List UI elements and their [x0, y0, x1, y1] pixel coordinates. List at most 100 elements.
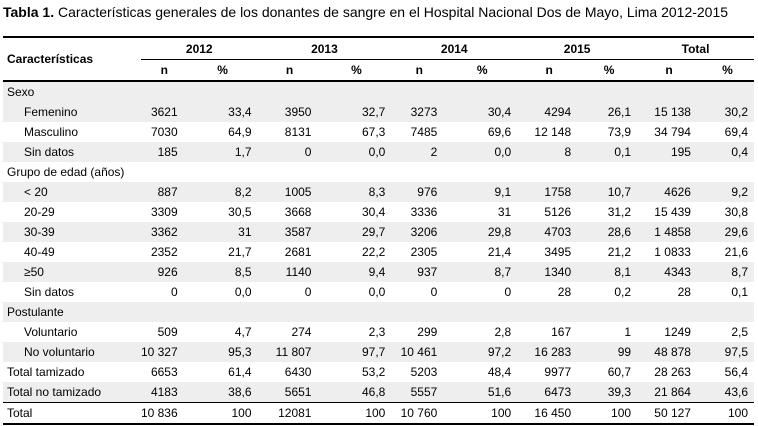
header-year-2013: 2013 — [257, 37, 392, 60]
cell-n — [637, 81, 701, 102]
cell-n: 8131 — [284, 125, 312, 139]
cell-n: 10 760 — [391, 402, 448, 424]
cell-pct: 33,4 — [187, 102, 258, 122]
cell-pct: 43,6 — [700, 382, 754, 403]
header-year-2014: 2014 — [391, 37, 518, 60]
header-n: n — [665, 63, 673, 77]
cell-n — [141, 162, 188, 182]
cell-n: 5651 — [257, 382, 322, 403]
table-row: 30-39 3362 31 3587 29,7 3206 29,8 4703 28,6 1 485… — [3, 222, 754, 242]
section-label: Sexo — [3, 81, 141, 102]
cell-n: 1 4858 — [637, 222, 701, 242]
table-row: ≥50 926 8,5 1140 9,4 937 8,7 1340 8,1 4343 8,7 — [3, 262, 754, 282]
cell-pct: 73,9 — [607, 125, 632, 139]
cell-pct: 30,4 — [361, 205, 386, 219]
cell-pct: 9,1 — [447, 182, 518, 202]
cell-n: 9977 — [544, 365, 572, 379]
donor-characteristics-table: Características 2012 2013 2014 2015 Tota… — [3, 36, 754, 425]
row-label: < 20 — [3, 182, 141, 202]
row-label: Sin datos — [24, 285, 75, 299]
cell-pct — [581, 302, 638, 322]
cell-pct: 21,7 — [228, 245, 252, 259]
cell-n: 28 263 — [654, 365, 691, 379]
table-row: No voluntario 10 327 95,3 11 807 97,7 10 461 9… — [3, 342, 754, 362]
cell-pct — [700, 81, 754, 102]
cell-n: 15 439 — [654, 205, 691, 219]
cell-n: 185 — [140, 142, 188, 162]
row-label: Femenino — [3, 102, 141, 122]
cell-n: 10 836 — [140, 402, 188, 424]
cell-n: 5126 — [544, 205, 572, 219]
cell-pct — [187, 81, 258, 102]
cell-n: 28 — [557, 285, 572, 299]
cell-pct: 0,2 — [614, 285, 632, 299]
cell-n — [517, 81, 582, 102]
cell-pct: 29,7 — [321, 222, 392, 242]
cell-pct: 100 — [321, 402, 392, 424]
cell-n: 2 — [391, 142, 448, 162]
header-pct: % — [217, 63, 228, 77]
header-pct: % — [603, 63, 615, 77]
cell-pct: 46,8 — [321, 382, 392, 403]
cell-n: 1249 — [664, 325, 691, 339]
cell-n: 3668 — [284, 205, 312, 219]
cell-pct: 56,4 — [724, 365, 748, 379]
cell-pct: 60,7 — [607, 365, 632, 379]
cell-pct: 8,2 — [187, 182, 258, 202]
cell-n: 0 — [430, 285, 438, 299]
cell-pct — [187, 302, 258, 322]
cell-n: 12 148 — [534, 125, 572, 139]
header-year-2012: 2012 — [140, 37, 258, 60]
table-row: Sin datos 185 1,7 0 0,0 2 0,0 8 0,1 195 0,4 — [3, 142, 754, 162]
cell-pct: 21,4 — [487, 245, 512, 259]
cell-n: 16 283 — [517, 342, 582, 362]
cell-pct: 67,3 — [361, 125, 386, 139]
cell-pct: 30,8 — [724, 205, 748, 219]
table-row: 40-49 2352 21,7 2681 22,2 2305 21,4 3495 21,2 1 0… — [3, 242, 754, 262]
cell-n — [258, 162, 322, 182]
cell-n: 3587 — [257, 222, 322, 242]
table-row: Total tamizado 6653 61,4 6430 53,2 5203 48,4 99… — [3, 362, 754, 382]
cell-pct: 8,7 — [447, 262, 518, 282]
cell-pct: 9,2 — [700, 182, 754, 202]
cell-n: 6473 — [517, 382, 582, 403]
cell-pct: 29,8 — [447, 222, 518, 242]
cell-pct: 0,1 — [581, 142, 638, 162]
cell-n: 1758 — [517, 182, 582, 202]
row-label: Total no tamizado — [3, 382, 141, 403]
header-year-2015: 2015 — [517, 37, 638, 60]
cell-pct: 1,7 — [187, 142, 258, 162]
cell-n — [637, 162, 701, 182]
cell-n: 7485 — [410, 125, 438, 139]
cell-n: 0 — [304, 285, 312, 299]
cell-pct: 32,7 — [321, 102, 392, 122]
cell-pct: 10,7 — [581, 182, 638, 202]
cell-pct — [188, 162, 258, 182]
cell-pct: 100 — [581, 402, 638, 424]
table-row: Masculino 7030 64,9 8131 67,3 7485 69,6 12 148 7… — [3, 122, 754, 142]
total-row: Total 10 836 100 12081 100 10 760 100 16 450 100… — [3, 402, 754, 424]
cell-pct: 22,2 — [361, 245, 386, 259]
cell-pct: 0,0 — [321, 142, 392, 162]
cell-n: 2352 — [150, 245, 178, 259]
cell-pct: 99 — [581, 342, 638, 362]
cell-pct: 51,6 — [447, 382, 518, 403]
cell-pct: 9,4 — [321, 262, 392, 282]
cell-pct: 0,0 — [368, 285, 386, 299]
cell-n: 3336 — [410, 205, 438, 219]
cell-n: 8 — [517, 142, 582, 162]
row-label: 30-39 — [3, 222, 141, 242]
table-row: Voluntario 509 4,7 274 2,3 299 2,8 167 1 1249 2,5 — [3, 322, 754, 342]
header-characteristics: Características — [3, 37, 141, 82]
cell-pct: 30,2 — [700, 102, 754, 122]
row-label: Voluntario — [24, 325, 78, 339]
cell-pct: 69,6 — [487, 125, 512, 139]
cell-pct — [700, 302, 754, 322]
caption-title: Características generales de los donante… — [54, 4, 729, 20]
cell-n: 3206 — [391, 222, 448, 242]
header-total: Total — [637, 37, 754, 60]
cell-pct: 100 — [187, 402, 258, 424]
section-row: Sexo — [3, 81, 754, 102]
cell-pct — [447, 162, 517, 182]
header-n: n — [545, 63, 553, 77]
